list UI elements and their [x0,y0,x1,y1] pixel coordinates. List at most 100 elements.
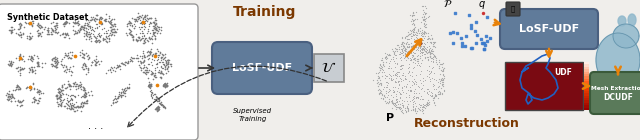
Point [54,96,64,98]
Point [415,73,426,75]
Point [8,95,18,97]
Point [403,41,413,43]
Point [387,101,397,103]
Point [70,84,80,87]
Point [437,80,447,83]
Point [386,58,396,60]
Point [435,67,445,69]
Point [400,47,410,49]
Point [68,106,79,108]
Point [151,108,161,110]
Point [378,94,388,96]
Point [17,100,27,102]
Point [93,39,103,41]
Point [16,24,26,26]
Point [60,20,70,23]
Point [408,98,419,100]
Text: Supervised
Training: Supervised Training [234,108,273,122]
Point [415,108,425,111]
Point [141,66,152,68]
Point [457,45,467,47]
Point [79,89,90,91]
Point [403,52,413,54]
Point [375,69,385,72]
Point [415,48,425,51]
Point [54,90,65,92]
Point [106,26,116,29]
Point [417,31,427,33]
Point [154,108,164,110]
Point [417,39,428,41]
Point [408,12,418,14]
Point [63,83,73,85]
Point [103,19,113,22]
Point [394,83,404,85]
Point [152,62,162,64]
Point [143,77,154,79]
Point [407,99,417,102]
Point [61,102,71,104]
Point [132,39,142,41]
Point [138,61,148,63]
Point [411,49,421,52]
Point [68,94,78,96]
Point [140,69,150,71]
Point [408,19,419,21]
Point [15,27,25,29]
Point [81,32,92,34]
Point [159,83,170,85]
Point [376,83,386,85]
Point [429,102,440,104]
Point [24,23,35,25]
Point [15,66,25,68]
Point [397,105,408,107]
Point [136,67,146,69]
Point [33,99,44,102]
Point [33,35,43,38]
Point [156,76,166,78]
Point [29,98,39,100]
Point [153,100,163,102]
Point [434,67,444,69]
Point [77,65,88,68]
Point [26,56,36,58]
Point [403,67,413,69]
Point [67,96,77,99]
Point [83,25,93,28]
Point [410,18,420,20]
Point [420,48,431,50]
Point [4,95,15,97]
Point [419,16,429,18]
Point [29,66,40,68]
Point [435,60,445,63]
Point [7,29,17,31]
Point [150,31,160,33]
Point [162,59,172,61]
Point [151,108,161,110]
Point [424,51,435,54]
Point [429,55,440,57]
Point [403,46,413,48]
Point [42,32,52,35]
Point [415,44,425,46]
Point [134,38,145,41]
Point [153,107,163,109]
Point [76,102,86,104]
Point [426,52,436,54]
Point [158,60,168,63]
Point [397,48,408,51]
Point [77,53,88,55]
Point [144,84,154,87]
Point [416,95,426,97]
Point [381,102,392,105]
Point [377,57,387,59]
Point [26,87,36,90]
Point [420,18,430,20]
Point [433,59,444,61]
Point [413,54,423,56]
Point [383,73,394,75]
Point [401,45,412,47]
Point [153,108,163,110]
Point [412,96,422,98]
Point [385,89,395,92]
